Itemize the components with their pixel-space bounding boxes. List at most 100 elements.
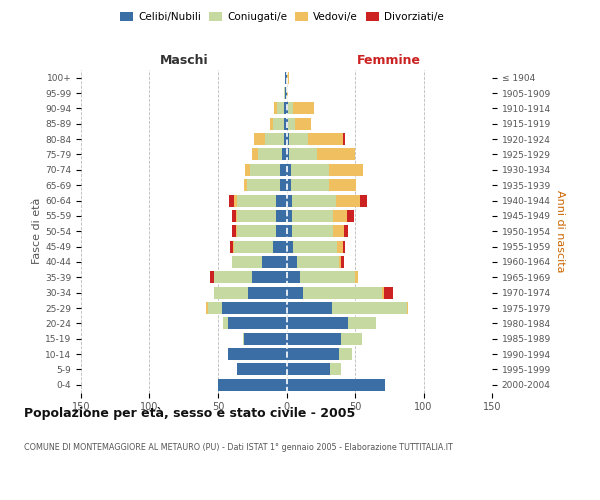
Bar bbox=[332, 302, 407, 314]
Bar bbox=[287, 318, 348, 330]
Bar bbox=[336, 194, 361, 206]
Bar bbox=[293, 240, 337, 252]
Bar bbox=[258, 148, 283, 160]
Bar bbox=[287, 72, 289, 84]
Bar bbox=[341, 256, 344, 268]
Bar bbox=[284, 118, 287, 130]
Bar bbox=[273, 118, 284, 130]
Bar bbox=[287, 348, 338, 360]
Bar bbox=[287, 240, 293, 252]
Bar bbox=[232, 226, 236, 237]
Bar bbox=[292, 210, 333, 222]
Bar bbox=[227, 318, 287, 330]
Bar bbox=[343, 240, 346, 252]
Bar bbox=[287, 272, 300, 283]
Bar bbox=[233, 240, 235, 252]
Bar bbox=[237, 194, 275, 206]
Text: COMUNE DI MONTEMAGGIORE AL METAURO (PU) - Dati ISTAT 1° gennaio 2005 - Elaborazi: COMUNE DI MONTEMAGGIORE AL METAURO (PU) … bbox=[24, 442, 453, 452]
Bar bbox=[288, 102, 293, 115]
Bar bbox=[329, 179, 356, 191]
Bar bbox=[280, 179, 287, 191]
Bar bbox=[232, 256, 262, 268]
Bar bbox=[244, 333, 287, 344]
Bar bbox=[331, 364, 341, 376]
Y-axis label: Fasce di età: Fasce di età bbox=[32, 198, 42, 264]
Bar bbox=[235, 194, 237, 206]
Bar bbox=[308, 133, 343, 145]
Bar bbox=[214, 272, 252, 283]
Bar bbox=[295, 118, 311, 130]
Bar bbox=[341, 333, 362, 344]
Bar bbox=[250, 164, 280, 176]
Bar bbox=[288, 118, 295, 130]
Bar bbox=[214, 286, 248, 298]
Bar bbox=[287, 333, 341, 344]
Bar bbox=[333, 226, 344, 237]
Bar bbox=[275, 210, 287, 222]
Bar bbox=[274, 102, 277, 115]
Bar bbox=[287, 118, 288, 130]
Bar bbox=[254, 133, 265, 145]
Bar bbox=[262, 256, 287, 268]
Bar bbox=[287, 179, 290, 191]
Bar bbox=[287, 379, 385, 391]
Bar bbox=[287, 148, 289, 160]
Bar bbox=[273, 240, 287, 252]
Bar bbox=[280, 164, 287, 176]
Bar bbox=[275, 194, 287, 206]
Bar bbox=[290, 179, 329, 191]
Bar bbox=[338, 348, 352, 360]
Bar bbox=[277, 102, 284, 115]
Bar bbox=[244, 179, 247, 191]
Text: Femmine: Femmine bbox=[357, 54, 421, 67]
Bar bbox=[284, 87, 285, 99]
Bar bbox=[382, 286, 384, 298]
Bar bbox=[285, 72, 287, 84]
Bar bbox=[283, 148, 287, 160]
Bar bbox=[287, 164, 290, 176]
Bar bbox=[229, 194, 235, 206]
Bar bbox=[237, 226, 275, 237]
Bar bbox=[384, 286, 394, 298]
Text: Maschi: Maschi bbox=[160, 54, 208, 67]
Bar bbox=[236, 226, 237, 237]
Bar bbox=[317, 148, 355, 160]
Bar bbox=[298, 256, 338, 268]
Bar bbox=[343, 133, 346, 145]
Bar bbox=[287, 194, 292, 206]
Bar bbox=[252, 148, 258, 160]
Bar bbox=[247, 179, 280, 191]
Bar bbox=[292, 194, 336, 206]
Y-axis label: Anni di nascita: Anni di nascita bbox=[555, 190, 565, 272]
Bar bbox=[287, 102, 288, 115]
Bar bbox=[407, 302, 409, 314]
Bar bbox=[344, 226, 348, 237]
Bar bbox=[237, 364, 287, 376]
Bar bbox=[347, 210, 353, 222]
Bar bbox=[287, 364, 331, 376]
Bar bbox=[287, 256, 298, 268]
Bar bbox=[338, 256, 341, 268]
Bar bbox=[223, 318, 227, 330]
Legend: Celibi/Nubili, Coniugati/e, Vedovi/e, Divorziati/e: Celibi/Nubili, Coniugati/e, Vedovi/e, Di… bbox=[116, 8, 448, 26]
Bar bbox=[206, 302, 208, 314]
Bar bbox=[287, 87, 288, 99]
Bar bbox=[222, 302, 287, 314]
Bar bbox=[289, 148, 317, 160]
Bar bbox=[290, 164, 329, 176]
Bar bbox=[232, 210, 236, 222]
Bar bbox=[355, 272, 358, 283]
Bar bbox=[284, 102, 287, 115]
Bar bbox=[265, 133, 284, 145]
Bar bbox=[285, 87, 287, 99]
Bar bbox=[218, 379, 287, 391]
Text: Popolazione per età, sesso e stato civile - 2005: Popolazione per età, sesso e stato civil… bbox=[24, 408, 355, 420]
Bar bbox=[329, 164, 363, 176]
Bar bbox=[208, 302, 222, 314]
Bar bbox=[361, 194, 367, 206]
Bar bbox=[333, 210, 347, 222]
Bar bbox=[293, 102, 314, 115]
Bar bbox=[292, 226, 333, 237]
Bar bbox=[284, 133, 287, 145]
Bar bbox=[236, 210, 237, 222]
